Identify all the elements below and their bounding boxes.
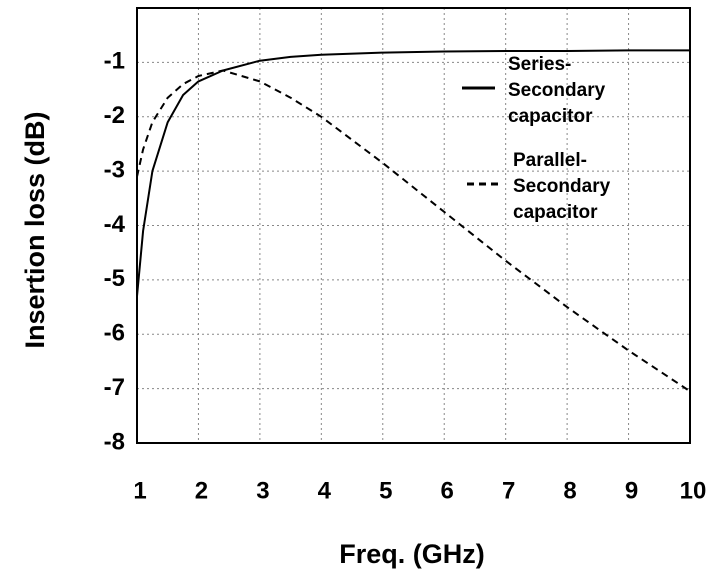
x-tick-label: 6 [441,477,454,504]
y-tick-label: -8 [104,428,125,455]
x-axis-label: Freq. (GHz) [339,539,485,569]
x-tick-label: 9 [625,477,638,504]
y-tick-label: -2 [104,102,125,129]
data-line [136,49,690,297]
y-tick-label: -1 [104,48,125,75]
x-tick-label: 8 [563,477,576,504]
y-tick-label: -3 [104,156,125,183]
data-line [136,69,691,393]
x-tick-label: 4 [318,477,332,504]
y-axis-label: Insertion loss (dB) [20,111,50,348]
x-tick-label: 1 [133,477,146,504]
y-tick-label: -4 [104,211,126,238]
x-tick-label: 5 [379,477,392,504]
y-tick-label: -7 [104,374,125,401]
legend-label: Series-Secondary capacitor [508,54,606,127]
x-tick-label: 3 [256,477,269,504]
x-tick-label: 2 [195,477,208,504]
x-tick-label: 10 [680,477,707,504]
y-tick-label: -6 [104,320,125,347]
x-tick-label: 7 [502,477,515,504]
plot-frame [136,7,691,444]
y-tick-label: -5 [104,265,125,292]
legend-label: Parallel-Secondary capacitor [513,150,611,223]
